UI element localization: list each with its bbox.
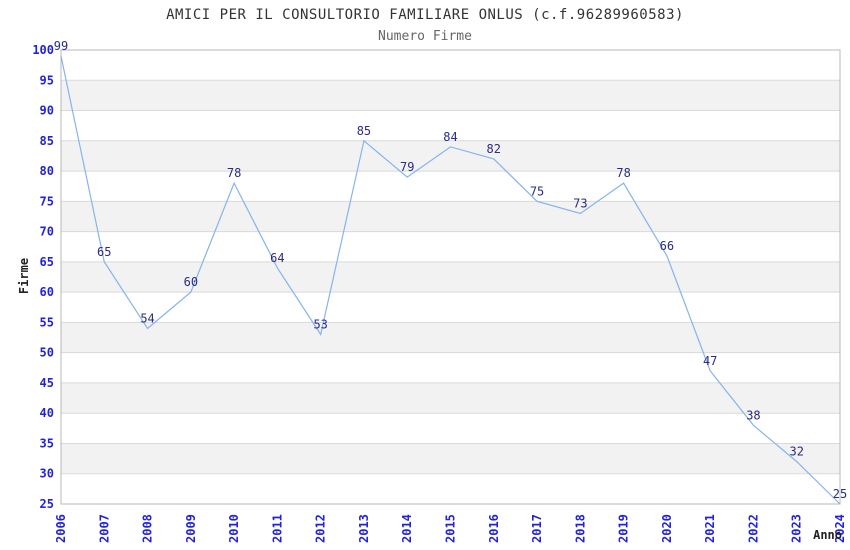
y-tick-label: 95: [40, 73, 54, 87]
grid-band: [61, 382, 840, 414]
data-point-label: 75: [530, 184, 544, 198]
grid-band: [61, 80, 840, 111]
y-tick-label: 65: [40, 255, 54, 269]
y-tick-label: 55: [40, 315, 54, 329]
x-tick-label: 2007: [97, 514, 111, 543]
data-point-label: 65: [97, 245, 111, 259]
x-tick-label: 2015: [444, 514, 458, 543]
x-tick-label: 2008: [141, 514, 155, 543]
grid-band: [61, 322, 840, 353]
x-tick-label: 2010: [227, 514, 241, 543]
x-tick-label: 2024: [833, 514, 847, 543]
y-tick-label: 100: [32, 43, 54, 57]
data-point-label: 99: [54, 39, 68, 53]
y-tick-label: 70: [40, 225, 54, 239]
x-tick-label: 2013: [357, 514, 371, 543]
grid-band: [61, 261, 840, 293]
data-point-label: 78: [616, 166, 630, 180]
grid-band: [61, 140, 840, 172]
x-tick-label: 2009: [184, 514, 198, 543]
data-point-label: 84: [443, 130, 457, 144]
y-tick-label: 25: [40, 497, 54, 511]
data-point-label: 53: [313, 318, 327, 332]
x-tick-label: 2018: [573, 514, 587, 543]
data-point-label: 64: [270, 251, 284, 265]
x-tick-label: 2017: [530, 514, 544, 543]
data-point-label: 66: [660, 239, 674, 253]
data-point-label: 82: [487, 142, 501, 156]
x-tick-label: 2012: [314, 514, 328, 543]
data-point-label: 32: [789, 445, 803, 459]
y-tick-label: 90: [40, 104, 54, 118]
y-tick-label: 60: [40, 285, 54, 299]
data-point-label: 47: [703, 354, 717, 368]
y-tick-label: 75: [40, 194, 54, 208]
chart-subtitle: Numero Firme: [378, 29, 472, 44]
plot-border: [60, 49, 841, 505]
data-point-label: 73: [573, 196, 587, 210]
y-tick-label: 85: [40, 134, 54, 148]
data-point-label: 85: [357, 124, 371, 138]
y-tick-label: 80: [40, 164, 54, 178]
x-tick-label: 2021: [703, 514, 717, 543]
grid-band: [61, 201, 840, 232]
x-tick-label: 2014: [400, 514, 414, 543]
x-tick-label: 2011: [270, 514, 284, 543]
x-tick-label: 2020: [660, 514, 674, 543]
y-tick-label: 45: [40, 376, 54, 390]
y-tick-label: 40: [40, 406, 54, 420]
data-point-label: 25: [833, 487, 847, 501]
data-point-label: 78: [227, 166, 241, 180]
data-point-label: 38: [746, 408, 760, 422]
x-axis-title: Anno: [813, 528, 842, 542]
x-tick-label: 2006: [54, 514, 68, 543]
y-tick-label: 50: [40, 346, 54, 360]
data-point-label: 54: [140, 311, 154, 325]
data-point-label: 79: [400, 160, 414, 174]
y-tick-label: 30: [40, 467, 54, 481]
grid-band: [61, 443, 840, 474]
x-tick-label: 2023: [790, 514, 804, 543]
data-line: [60, 55, 841, 505]
x-tick-label: 2016: [487, 514, 501, 543]
x-tick-label: 2022: [746, 514, 760, 543]
y-axis-title: Firme: [17, 257, 31, 295]
y-tick-label: 35: [40, 436, 54, 450]
data-point-label: 60: [184, 275, 198, 289]
chart-title: AMICI PER IL CONSULTORIO FAMILIARE ONLUS…: [166, 7, 684, 23]
x-tick-label: 2019: [617, 514, 631, 543]
